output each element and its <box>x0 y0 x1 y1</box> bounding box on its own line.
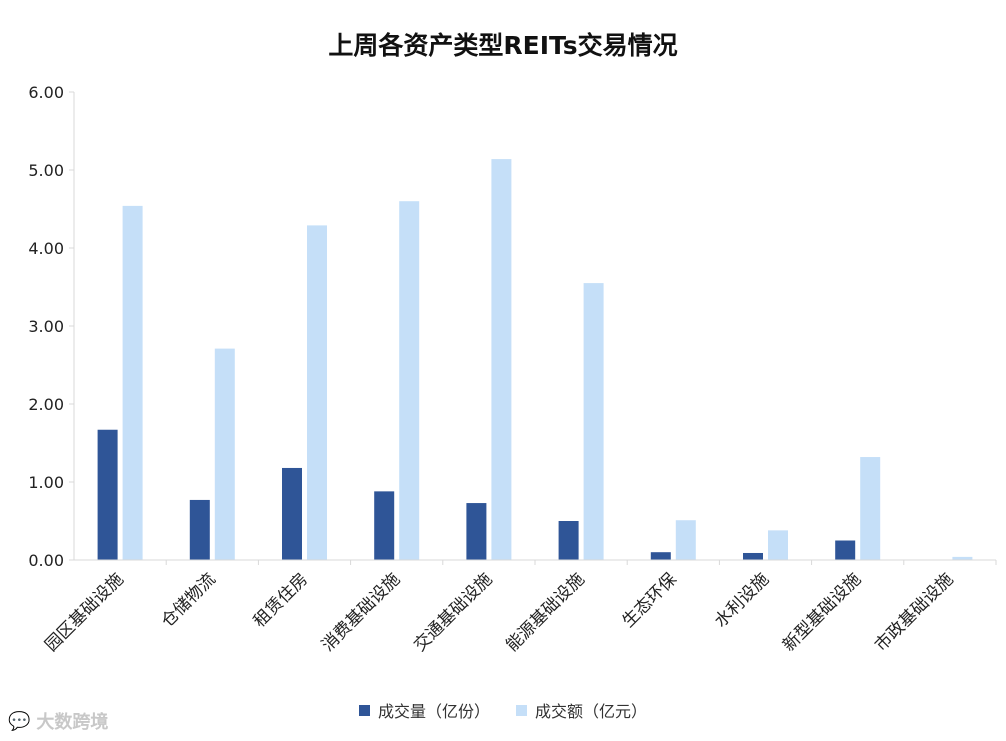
y-tick-label: 5.00 <box>28 161 64 180</box>
bar-amount <box>214 348 235 560</box>
y-tick-label: 1.00 <box>28 473 64 492</box>
chat-bubble-icon: 💬 <box>8 710 31 732</box>
x-category-label: 交通基础设施 <box>410 569 496 655</box>
bar-volume <box>650 552 671 560</box>
legend-label-volume: 成交量（亿份） <box>377 702 490 721</box>
bar-amount <box>399 201 420 560</box>
bar-volume <box>835 540 856 560</box>
chart-title: 上周各资产类型REITs交易情况 <box>328 31 678 60</box>
y-tick-label: 3.00 <box>28 317 64 336</box>
x-category-label: 市政基础设施 <box>871 569 957 655</box>
watermark: 💬 大数跨境 <box>8 708 108 734</box>
legend-swatch-volume <box>358 704 370 716</box>
x-category-label: 生态环保 <box>619 569 681 631</box>
watermark-text: 大数跨境 <box>36 712 109 733</box>
legend-swatch-amount <box>516 704 527 716</box>
bar-volume <box>743 552 763 560</box>
bar-volume <box>97 429 118 560</box>
bar-volume <box>189 499 210 560</box>
x-category-label: 园区基础设施 <box>41 569 127 655</box>
bar-amount <box>860 457 881 560</box>
bar-amount <box>675 520 696 560</box>
x-category-label: 能源基础设施 <box>502 569 588 655</box>
bar-amount <box>307 225 327 560</box>
bar-amount <box>768 530 788 560</box>
bar-volume <box>558 521 579 560</box>
bar-amount <box>491 159 512 560</box>
y-tick-label: 2.00 <box>28 395 64 414</box>
x-category-label: 新型基础设施 <box>779 569 865 655</box>
x-axis: 园区基础设施 仓储物流 租赁住房 消费基础设施 交通基础设施 能源基础设施 生态环保 水利设施… <box>41 559 997 656</box>
x-category-label: 租赁住房 <box>250 569 312 631</box>
y-axis: 0.00 1.00 2.00 3.00 4.00 5.00 6.00 <box>28 83 75 570</box>
bar-amount <box>952 556 973 560</box>
bar-amount <box>583 283 604 560</box>
bar-amount <box>122 205 143 560</box>
bars-group <box>97 159 973 560</box>
x-category-label: 仓储物流 <box>158 569 220 631</box>
legend-item-volume[interactable]: 成交量（亿份） <box>358 698 490 722</box>
bar-volume <box>282 467 302 560</box>
y-tick-label: 6.00 <box>28 83 64 102</box>
bar-volume <box>374 491 395 560</box>
bar-volume <box>466 503 487 560</box>
legend-item-amount[interactable]: 成交额（亿元） <box>516 698 647 722</box>
legend-label-amount: 成交额（亿元） <box>535 702 648 721</box>
legend: 成交量（亿份） 成交额（亿元） <box>0 698 1006 722</box>
x-category-label: 消费基础设施 <box>318 569 404 655</box>
x-category-label: 水利设施 <box>711 569 773 631</box>
y-tick-label: 4.00 <box>28 239 64 258</box>
y-tick-label: 0.00 <box>28 551 64 570</box>
